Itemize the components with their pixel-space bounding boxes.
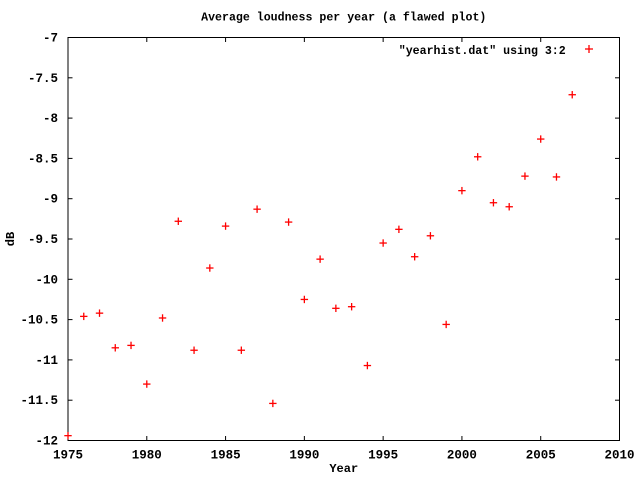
svg-text:1985: 1985	[211, 449, 241, 463]
svg-text:-7.5: -7.5	[28, 72, 58, 86]
svg-text:-7: -7	[43, 32, 58, 46]
svg-text:-8: -8	[43, 112, 58, 126]
svg-text:"yearhist.dat" using 3:2: "yearhist.dat" using 3:2	[399, 45, 566, 58]
svg-text:-12: -12	[35, 435, 58, 449]
svg-text:-9: -9	[43, 193, 58, 207]
svg-text:1995: 1995	[368, 449, 398, 463]
svg-text:-8.5: -8.5	[28, 152, 58, 166]
svg-text:Year: Year	[329, 462, 358, 476]
svg-text:-10.5: -10.5	[20, 314, 58, 328]
svg-text:-9.5: -9.5	[28, 233, 58, 247]
svg-text:2000: 2000	[447, 449, 477, 463]
svg-text:2010: 2010	[604, 449, 634, 463]
svg-text:Average loudness per year (a f: Average loudness per year (a flawed plot…	[201, 12, 486, 25]
svg-text:-10: -10	[35, 273, 58, 287]
svg-text:-11: -11	[35, 354, 58, 368]
svg-text:1975: 1975	[53, 449, 83, 463]
svg-text:2005: 2005	[526, 449, 556, 463]
svg-text:-11.5: -11.5	[20, 394, 58, 408]
svg-text:1990: 1990	[289, 449, 319, 463]
svg-text:1980: 1980	[132, 449, 162, 463]
svg-text:dB: dB	[4, 232, 18, 246]
